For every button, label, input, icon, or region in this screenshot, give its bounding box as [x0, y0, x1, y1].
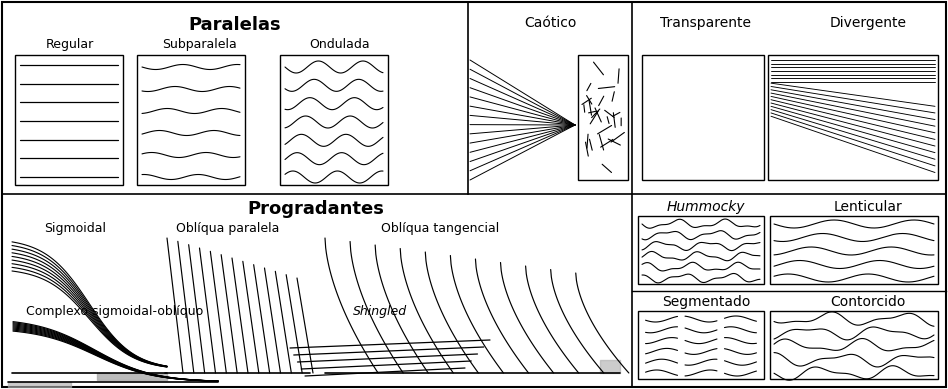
Bar [770, 311, 938, 379]
Text: Ondulada: Ondulada [310, 38, 371, 51]
Text: Complexo sigmoidal-oblíquo: Complexo sigmoidal-oblíquo [27, 305, 204, 318]
Text: Shingled: Shingled [353, 305, 407, 318]
Bar [15, 55, 123, 185]
Text: Subparalela: Subparalela [163, 38, 237, 51]
Text: Sigmoidal: Sigmoidal [44, 222, 106, 235]
Bar [768, 55, 938, 180]
Text: Lenticular: Lenticular [833, 200, 902, 214]
Bar [137, 55, 245, 185]
Text: Oblíqua tangencial: Oblíqua tangencial [381, 222, 500, 235]
Bar [770, 216, 938, 284]
Text: Transparente: Transparente [661, 16, 752, 30]
Bar [638, 311, 764, 379]
Text: Contorcido: Contorcido [830, 295, 905, 309]
Bar [638, 216, 764, 284]
Bar [280, 55, 388, 185]
Text: Oblíqua paralela: Oblíqua paralela [176, 222, 280, 235]
Text: Hummocky: Hummocky [666, 200, 745, 214]
Text: Divergente: Divergente [830, 16, 906, 30]
Bar [578, 55, 628, 180]
Text: Regular: Regular [46, 38, 94, 51]
Text: Segmentado: Segmentado [662, 295, 750, 309]
Text: Paralelas: Paralelas [189, 16, 282, 34]
Text: Caótico: Caótico [524, 16, 576, 30]
Text: Progradantes: Progradantes [247, 200, 385, 218]
Bar [642, 55, 764, 180]
